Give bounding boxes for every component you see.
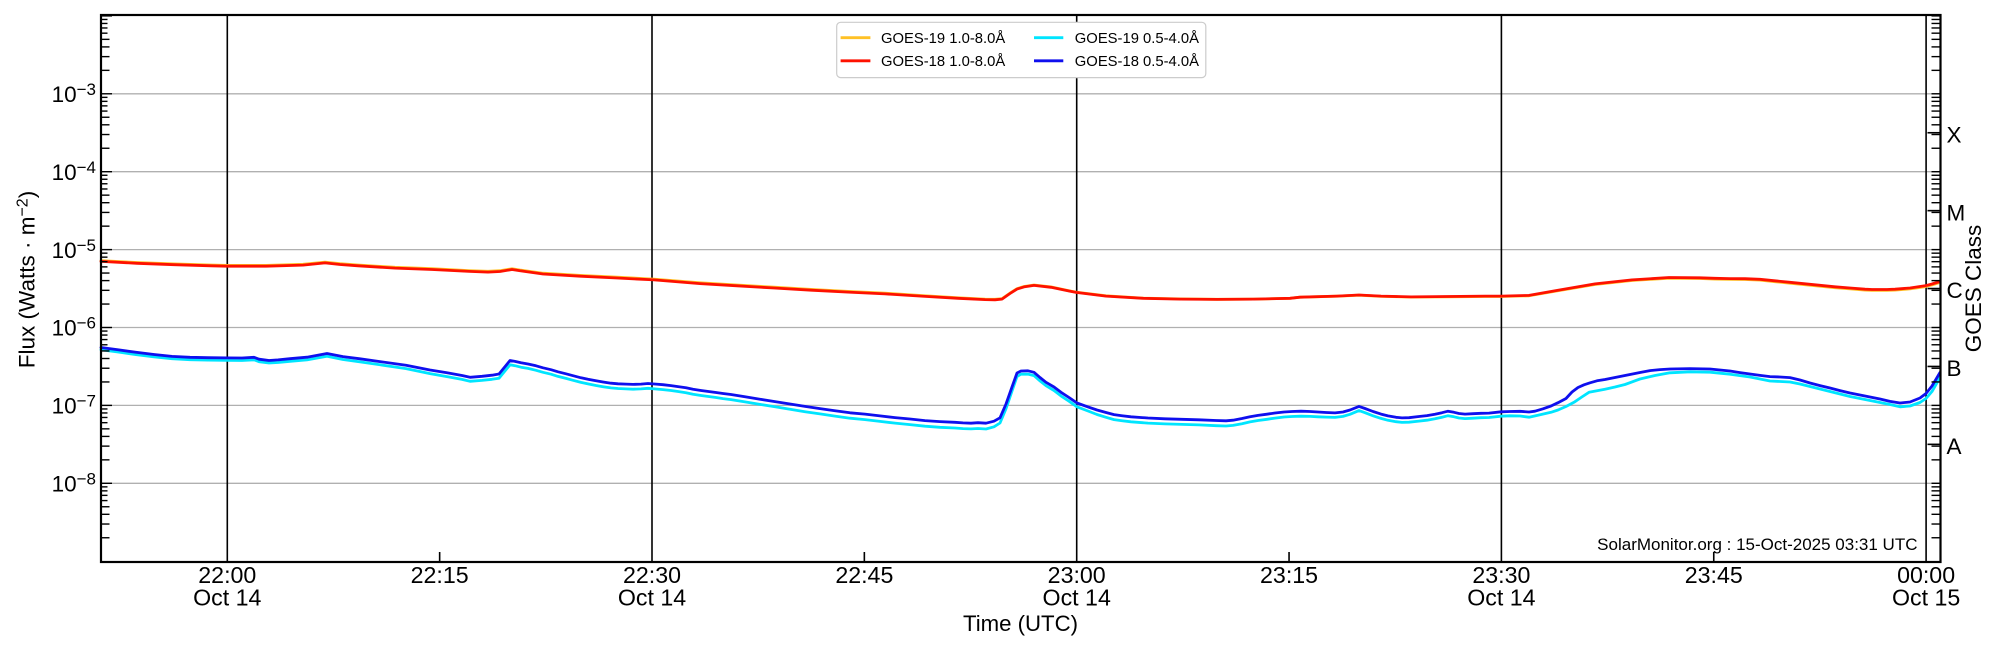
svg-text:C: C: [1947, 278, 1963, 303]
svg-text:SolarMonitor.org : 15-Oct-2025: SolarMonitor.org : 15-Oct-2025 03:31 UTC: [1597, 535, 1917, 554]
svg-text:Time (UTC): Time (UTC): [963, 611, 1078, 636]
svg-text:Oct 14: Oct 14: [1043, 585, 1111, 611]
svg-text:Flux (Watts · m−2): Flux (Watts · m−2): [15, 191, 40, 368]
svg-text:Oct 14: Oct 14: [193, 585, 261, 611]
svg-text:22:00: 22:00: [198, 562, 256, 588]
svg-text:Oct 15: Oct 15: [1892, 585, 1960, 611]
svg-text:23:15: 23:15: [1260, 562, 1318, 588]
svg-text:GOES-19 1.0-8.0Å: GOES-19 1.0-8.0Å: [881, 30, 1005, 47]
svg-text:B: B: [1947, 356, 1962, 381]
svg-text:22:15: 22:15: [411, 562, 469, 588]
svg-text:10−7: 10−7: [52, 392, 96, 419]
svg-text:23:30: 23:30: [1472, 562, 1530, 588]
svg-text:M: M: [1947, 200, 1966, 225]
svg-text:GOES-18 0.5-4.0Å: GOES-18 0.5-4.0Å: [1075, 53, 1199, 70]
svg-text:10−4: 10−4: [52, 158, 96, 185]
svg-text:23:00: 23:00: [1048, 562, 1106, 588]
svg-text:A: A: [1947, 434, 1962, 459]
svg-text:00:00: 00:00: [1897, 562, 1955, 588]
svg-text:GOES-18 1.0-8.0Å: GOES-18 1.0-8.0Å: [881, 53, 1005, 70]
svg-text:GOES Class: GOES Class: [1961, 225, 1986, 353]
svg-text:23:45: 23:45: [1685, 562, 1743, 588]
svg-text:Oct 14: Oct 14: [1467, 585, 1535, 611]
svg-text:22:45: 22:45: [835, 562, 893, 588]
svg-text:22:30: 22:30: [623, 562, 681, 588]
svg-text:GOES-19 0.5-4.0Å: GOES-19 0.5-4.0Å: [1075, 30, 1199, 47]
svg-text:X: X: [1947, 122, 1962, 147]
svg-text:Oct 14: Oct 14: [618, 585, 686, 611]
